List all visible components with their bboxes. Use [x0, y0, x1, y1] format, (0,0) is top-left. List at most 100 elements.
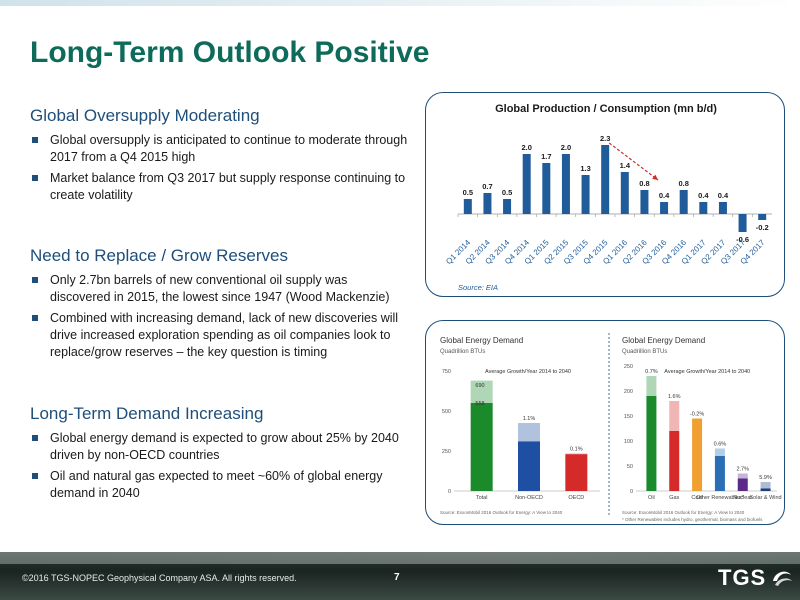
energy-demand-svg: Global Energy Demand Quadrillion BTUs 0 250…: [440, 333, 782, 522]
bullet-item: Oil and natural gas expected to meet ~60…: [30, 468, 410, 502]
x-tick-label: OECD: [568, 495, 584, 501]
growth-label: 2.7%: [736, 467, 749, 473]
bullet-square-icon: [32, 315, 38, 321]
bar-2014: [646, 396, 657, 491]
growth-bar-segment: [760, 482, 771, 489]
bar-value-label: 0.4: [718, 191, 729, 200]
panel-title: Global Energy Demand: [622, 336, 705, 345]
bar-2014: [470, 403, 493, 491]
growth-label: 5.9%: [759, 475, 772, 481]
bar-value-label: 0.8: [639, 179, 649, 188]
bar-value-label: 1.3: [580, 164, 590, 173]
growth-label: 1.1%: [523, 416, 536, 422]
x-tick-label: Non-OECD: [515, 495, 543, 501]
bullet-item: Only 2.7bn barrels of new conventional o…: [30, 272, 410, 306]
growth-bar-segment: [565, 453, 588, 455]
growth-label: 0.7%: [645, 369, 658, 375]
trend-arrow-line: [608, 142, 659, 181]
bullet-item: Combined with increasing demand, lack of…: [30, 310, 410, 361]
bullet-square-icon: [32, 473, 38, 479]
production-consumption-chart: Global Production / Consumption (mn b/d)…: [425, 92, 785, 297]
panel-title: Global Energy Demand: [440, 336, 523, 345]
bar-value-label: 0.5: [502, 188, 512, 197]
bar-2014: [669, 431, 680, 491]
y-tick-label: 200: [624, 389, 633, 395]
bar: [581, 175, 590, 214]
panel-source: Source: ExxonMobil 2016 Outlook for Ener…: [622, 510, 745, 515]
growth-bar-segment: [714, 448, 725, 456]
y-tick-label: 250: [442, 449, 451, 455]
bar-value-label: 1.7: [541, 152, 551, 161]
bar: [542, 163, 551, 214]
bar-value-label: -0.6: [736, 235, 749, 244]
panel-subtitle: Quadrillion BTUs: [622, 349, 667, 355]
bar: [640, 190, 649, 214]
bar-value-label: 0.4: [698, 191, 709, 200]
y-tick-label: 0: [630, 489, 633, 495]
y-tick-label: 500: [442, 409, 451, 415]
panel-source: Source: ExxonMobil 2016 Outlook for Ener…: [440, 510, 563, 515]
x-tick-label: Total: [476, 495, 488, 501]
x-tick-label: Coal: [691, 495, 702, 501]
bar: [522, 154, 531, 214]
bullet-item: Market balance from Q3 2017 but supply r…: [30, 170, 410, 204]
y-tick-label: 0: [448, 489, 451, 495]
section-heading: Long-Term Demand Increasing: [30, 404, 264, 423]
growth-label: 0.6%: [714, 442, 727, 448]
y-tick-label: 100: [624, 439, 633, 445]
bullet-list: Global oversupply is anticipated to cont…: [30, 132, 410, 204]
x-tick-label: Gas: [669, 495, 679, 501]
production-chart-svg: Global Production / Consumption (mn b/d)…: [444, 103, 772, 292]
y-tick-label: 150: [624, 414, 633, 420]
chart-title: Global Production / Consumption (mn b/d): [495, 103, 717, 115]
x-tick-label: Nuclear: [733, 495, 752, 501]
bullet-square-icon: [32, 277, 38, 283]
footer-highlight: [0, 552, 800, 564]
panel-subtitle: Quadrillion BTUs: [440, 349, 485, 355]
arrow-head-icon: [652, 174, 659, 180]
bar-2014: [714, 456, 725, 491]
bar-2014: [518, 441, 540, 491]
bar-value-label: 2.0: [561, 143, 571, 152]
total-2014-label: 558: [475, 401, 484, 407]
section-heading: Need to Replace / Grow Reserves: [30, 246, 288, 265]
growth-label: 0.1%: [570, 446, 583, 452]
bar: [718, 202, 727, 214]
panel-note: * Other Renewables includes hydro, geoth…: [622, 517, 763, 522]
bullet-square-icon: [32, 175, 38, 181]
bar: [679, 190, 688, 214]
bar-value-label: 0.5: [463, 188, 473, 197]
bar: [561, 154, 570, 214]
bar: [463, 199, 472, 214]
bar: [758, 214, 767, 220]
y-tick-label: 50: [627, 464, 633, 470]
footer-bar: [0, 552, 800, 600]
bar-2014: [737, 478, 748, 491]
bar: [503, 199, 512, 214]
bar: [483, 193, 492, 214]
section-heading: Global Oversupply Moderating: [30, 106, 260, 125]
growth-bar-segment: [737, 473, 748, 479]
bullet-item: Global energy demand is expected to grow…: [30, 430, 410, 464]
bar-2014: [760, 488, 771, 491]
growth-callout: Average Growth/Year 2014 to 2040: [664, 369, 750, 375]
bullet-list: Only 2.7bn barrels of new conventional o…: [30, 272, 410, 361]
tgs-logo: TGS: [718, 565, 795, 591]
bullet-square-icon: [32, 435, 38, 441]
slide-title: Long-Term Outlook Positive: [30, 36, 430, 69]
bar: [601, 145, 610, 214]
bar-value-label: 0.7: [482, 182, 492, 191]
x-tick-label: Solar & Wind: [750, 495, 782, 501]
section-demand: Long-Term Demand Increasing Global energ…: [30, 404, 410, 506]
growth-bar-segment: [518, 423, 540, 442]
bullet-list: Global energy demand is expected to grow…: [30, 430, 410, 502]
bar: [738, 214, 747, 232]
page-number: 7: [394, 572, 400, 583]
bar-value-label: 1.4: [620, 161, 631, 170]
bar: [660, 202, 669, 214]
bullet-square-icon: [32, 137, 38, 143]
section-reserves: Need to Replace / Grow Reserves Only 2.7…: [30, 246, 410, 365]
copyright-text: ©2016 TGS-NOPEC Geophysical Company ASA.…: [22, 573, 297, 583]
growth-label: -0.2%: [690, 412, 704, 418]
x-tick-label: Other Renewables*: [696, 495, 745, 501]
